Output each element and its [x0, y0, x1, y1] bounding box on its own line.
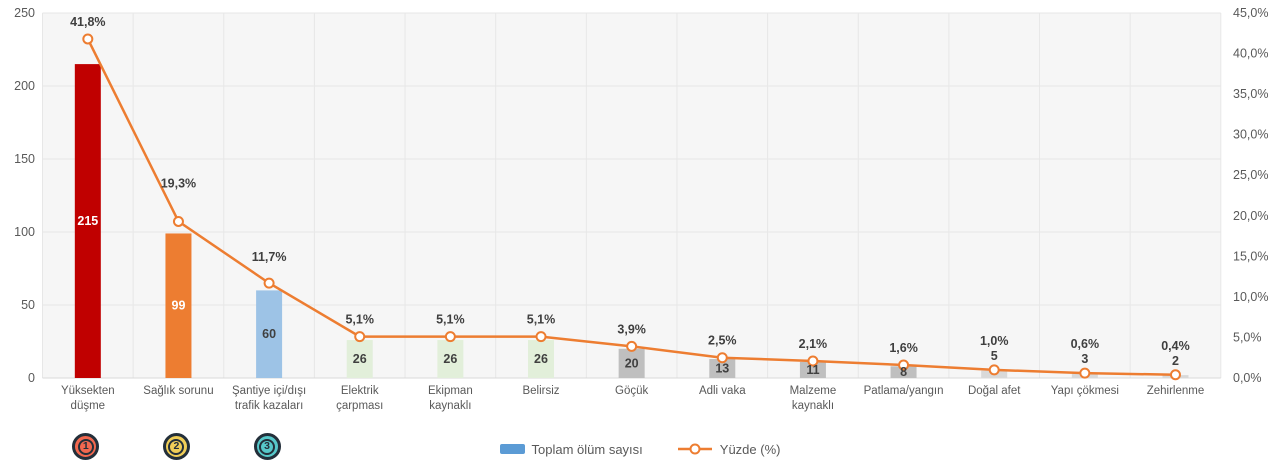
left-axis-tick: 50: [21, 298, 35, 312]
category-label: Doğal afet: [968, 385, 1021, 397]
bar: [437, 340, 464, 378]
percent-label: 41,8%: [70, 15, 105, 29]
line-marker: [807, 355, 819, 367]
category-label: kaynaklı: [792, 400, 834, 412]
line-marker: [172, 215, 184, 227]
line-marker: [716, 352, 728, 364]
bar-value-label: 20: [625, 356, 639, 370]
bar-value-label: 60: [262, 327, 276, 341]
bar-series-swatch-icon: [499, 444, 525, 454]
rank-badge-1: 1: [72, 433, 100, 460]
line-marker: [1169, 369, 1181, 381]
right-axis-tick: 20,0%: [1233, 209, 1268, 223]
category-label: Yüksekten: [61, 385, 115, 397]
category-label: düşme: [71, 400, 106, 412]
line-marker: [535, 331, 547, 343]
rank-badge-2-number: 2: [168, 438, 185, 455]
right-axis-tick: 40,0%: [1233, 47, 1268, 61]
chart-legend: Toplam ölüm sayısı Yüzde (%): [340, 438, 940, 460]
line-marker: [988, 364, 1000, 376]
bar-value-label: 2: [1172, 354, 1179, 368]
left-axis-tick: 250: [14, 6, 35, 20]
bar-value-label: 11: [806, 363, 819, 377]
category-label: Ekipman: [428, 385, 473, 397]
right-axis-tick: 5,0%: [1233, 330, 1262, 344]
percent-label: 11,7%: [252, 250, 287, 264]
bar-value-label: 13: [715, 362, 729, 376]
bar-value-label: 215: [77, 214, 98, 228]
line-marker: [354, 331, 366, 343]
left-axis-tick: 200: [14, 79, 35, 93]
percent-label: 3,9%: [617, 322, 646, 336]
category-label: Adli vaka: [699, 385, 746, 397]
right-axis-tick: 10,0%: [1233, 290, 1268, 304]
left-axis-tick: 150: [14, 152, 35, 166]
bar: [528, 340, 555, 378]
rank-badge-2: 2: [162, 433, 190, 460]
left-axis-tick: 0: [28, 371, 35, 385]
left-axis-tick: 100: [14, 225, 35, 239]
line-marker: [898, 359, 910, 371]
category-label: Patlama/yangın: [864, 385, 944, 397]
category-label: kaynaklı: [429, 400, 471, 412]
rank-badge-1-number: 1: [77, 438, 94, 455]
category-label: Sağlık sorunu: [143, 385, 213, 397]
bar: [346, 340, 373, 378]
percent-label: 0,6%: [1071, 337, 1100, 351]
bar-value-label: 99: [172, 299, 186, 313]
bar: [709, 359, 736, 378]
category-label: Elektrik: [341, 385, 379, 397]
line-marker: [626, 340, 638, 352]
bar-value-label: 26: [353, 352, 367, 366]
bar: [256, 290, 283, 378]
bar-value-label: 8: [900, 365, 907, 379]
line-marker: [82, 33, 94, 45]
percent-label: 1,6%: [889, 341, 918, 355]
category-label: trafik kazaları: [235, 400, 303, 412]
bar-value-label: 3: [1081, 352, 1088, 366]
percent-label: 2,5%: [708, 334, 737, 348]
bar: [74, 64, 101, 378]
category-label: Zehirlenme: [1147, 385, 1205, 397]
right-axis-tick: 30,0%: [1233, 128, 1268, 142]
bar: [618, 348, 645, 378]
rank-badge-3: 3: [253, 433, 281, 460]
right-axis-tick: 25,0%: [1233, 168, 1268, 182]
legend-line-label: Yüzde (%): [719, 441, 781, 457]
line-marker: [1079, 367, 1091, 379]
category-label: Şantiye içi/dışı: [232, 385, 306, 397]
category-label: Belirsiz: [522, 385, 559, 397]
legend-item-bar-series: Toplam ölüm sayısı: [499, 441, 643, 457]
bar: [165, 233, 192, 378]
bar: [799, 361, 826, 378]
percent-label: 5,1%: [436, 313, 465, 327]
plot-area: [42, 13, 1221, 378]
bar-value-label: 5: [991, 349, 998, 363]
right-axis-tick: 45,0%: [1233, 6, 1268, 20]
right-axis-tick: 15,0%: [1233, 249, 1268, 263]
category-label: Göçük: [615, 385, 648, 397]
percent-label: 2,1%: [799, 337, 828, 351]
category-label: Yapı çökmesi: [1051, 385, 1119, 397]
legend-bar-label: Toplam ölüm sayısı: [531, 441, 643, 457]
line-marker: [444, 331, 456, 343]
category-label: Malzeme: [790, 385, 837, 397]
rank-badge-3-number: 3: [259, 438, 276, 455]
percent-label: 0,4%: [1161, 339, 1190, 353]
legend-item-line-series: Yüzde (%): [677, 441, 781, 457]
right-axis-tick: 35,0%: [1233, 87, 1268, 101]
right-axis-tick: 0,0%: [1233, 371, 1262, 385]
percent-label: 1,0%: [980, 334, 1009, 348]
bar: [890, 366, 917, 378]
line-marker: [263, 277, 275, 289]
percent-label: 5,1%: [527, 313, 556, 327]
bar-value-label: 26: [534, 352, 548, 366]
category-label: çarpması: [336, 400, 383, 412]
percent-label: 5,1%: [345, 313, 374, 327]
bar-value-label: 26: [443, 352, 457, 366]
line-series-marker-icon: [677, 443, 712, 455]
percent-label: 19,3%: [161, 176, 196, 190]
